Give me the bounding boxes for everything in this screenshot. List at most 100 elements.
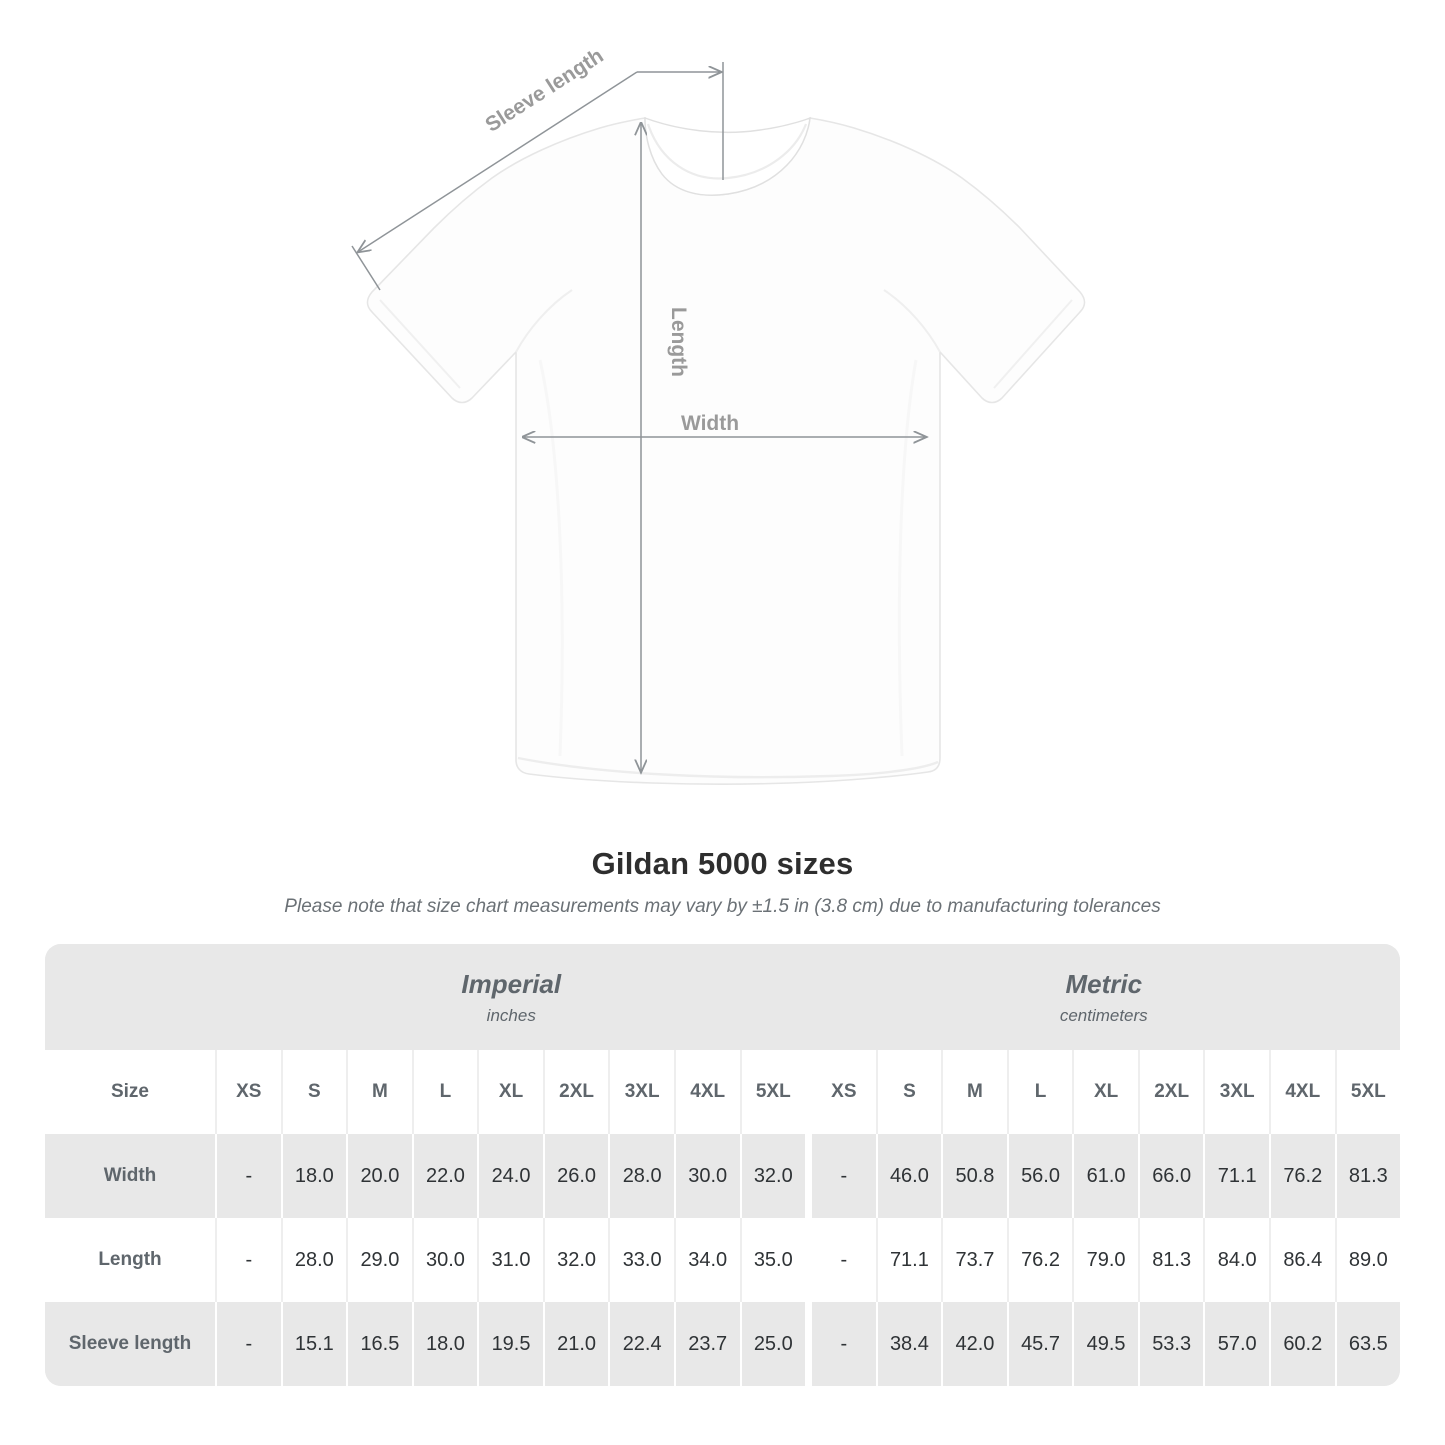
size-chart-table: Imperial inches Metric centimeters Size … (45, 944, 1400, 1386)
cell-sleeve-metric-xs: - (805, 1302, 876, 1386)
cell-sleeve-metric-s: 38.4 (875, 1302, 942, 1386)
size-header-imperial-l: L (411, 1050, 478, 1134)
cell-length-imperial-3xl: 33.0 (608, 1218, 674, 1302)
cell-sleeve-metric-3xl: 57.0 (1203, 1302, 1269, 1386)
unit-section-name: Metric (1065, 968, 1143, 999)
cell-width-imperial-5xl: 32.0 (739, 1134, 806, 1218)
cell-length-metric-l: 76.2 (1006, 1218, 1073, 1302)
cell-length-metric-xl: 79.0 (1072, 1218, 1138, 1302)
size-header-imperial-3xl: 3XL (608, 1050, 674, 1134)
cell-length-imperial-xl: 31.0 (477, 1218, 543, 1302)
cell-sleeve-metric-xl: 49.5 (1072, 1302, 1138, 1386)
table-corner-label: Size (110, 1081, 150, 1102)
tshirt-fabric-fold-left (538, 359, 564, 757)
tshirt-body (366, 117, 1086, 785)
sleeve-length-arrow (358, 71, 638, 252)
unit-header-row: Imperial inches Metric centimeters (45, 944, 1400, 1050)
cell-length-metric-xs: - (805, 1218, 876, 1302)
cell-sleeve-imperial-3xl: 22.4 (608, 1302, 674, 1386)
cell-width-metric-xs: - (805, 1134, 876, 1218)
cell-length-imperial-2xl: 32.0 (542, 1218, 609, 1302)
unit-section-name: Imperial (461, 968, 562, 999)
width-dimension: Width (524, 412, 926, 437)
cell-sleeve-metric-m: 42.0 (941, 1302, 1007, 1386)
sleeve-length-label: Sleeve length (481, 44, 607, 137)
cell-sleeve-imperial-2xl: 21.0 (542, 1302, 609, 1386)
cell-length-imperial-l: 30.0 (411, 1218, 478, 1302)
tshirt-illustration (366, 116, 1086, 785)
size-header-imperial-xs: XS (215, 1050, 281, 1134)
cell-sleeve-imperial-4xl: 23.7 (673, 1302, 740, 1386)
cell-sleeve-imperial-l: 18.0 (411, 1302, 478, 1386)
cell-width-metric-s: 46.0 (875, 1134, 942, 1218)
size-header-metric-xs: XS (805, 1050, 876, 1134)
tshirt-collar-seam (646, 123, 808, 180)
cell-sleeve-metric-2xl: 53.3 (1137, 1302, 1204, 1386)
table-row: Sleeve length - 15.1 16.5 18.0 19.5 21.0… (45, 1302, 1400, 1386)
tshirt-right-sleeve-hem (993, 299, 1073, 389)
tshirt-left-sleeve-seam (515, 289, 573, 353)
cell-length-imperial-xs: - (215, 1218, 281, 1302)
cell-length-imperial-s: 28.0 (280, 1218, 347, 1302)
size-header-row: Size XS S M L XL 2XL 3XL 4XL 5XL XS S M … (45, 1050, 1400, 1134)
row-label-width: Width (103, 1165, 157, 1186)
cell-sleeve-imperial-s: 15.1 (280, 1302, 347, 1386)
size-header-imperial-m: M (346, 1050, 412, 1134)
cell-width-metric-m: 50.8 (941, 1134, 1007, 1218)
cell-length-metric-4xl: 86.4 (1269, 1218, 1335, 1302)
cell-width-imperial-s: 18.0 (280, 1134, 347, 1218)
cell-length-imperial-5xl: 35.0 (739, 1218, 806, 1302)
cell-length-metric-s: 71.1 (875, 1218, 942, 1302)
cell-sleeve-imperial-5xl: 25.0 (739, 1302, 806, 1386)
size-header-imperial-2xl: 2XL (542, 1050, 609, 1134)
tshirt-right-sleeve-seam (883, 289, 941, 353)
cell-sleeve-imperial-xs: - (215, 1302, 281, 1386)
length-label: Length (667, 307, 690, 377)
tshirt-collar (644, 116, 811, 196)
table-row: Width - 18.0 20.0 22.0 24.0 26.0 28.0 30… (45, 1134, 1400, 1218)
size-header-metric-s: S (875, 1050, 942, 1134)
width-label: Width (681, 412, 739, 435)
unit-section-sub: inches (486, 1005, 536, 1025)
tshirt-measurement-diagram: Sleeve length Length Width (351, 44, 1086, 785)
size-header-metric-xl: XL (1072, 1050, 1138, 1134)
tshirt-left-sleeve-hem (379, 299, 461, 389)
cell-width-metric-2xl: 66.0 (1137, 1134, 1204, 1218)
cell-sleeve-metric-l: 45.7 (1006, 1302, 1073, 1386)
cell-width-imperial-4xl: 30.0 (673, 1134, 740, 1218)
cell-width-metric-l: 56.0 (1006, 1134, 1073, 1218)
cell-width-imperial-m: 20.0 (346, 1134, 412, 1218)
row-label-length: Length (98, 1249, 162, 1270)
cell-width-imperial-2xl: 26.0 (542, 1134, 609, 1218)
chart-subtitle: Please note that size chart measurements… (284, 896, 1161, 917)
size-header-metric-m: M (941, 1050, 1007, 1134)
size-header-metric-2xl: 2XL (1137, 1050, 1204, 1134)
cell-width-metric-3xl: 71.1 (1203, 1134, 1269, 1218)
cell-sleeve-metric-5xl: 63.5 (1334, 1302, 1400, 1386)
cell-width-imperial-xl: 24.0 (477, 1134, 543, 1218)
tshirt-fabric-fold-right (897, 359, 918, 757)
size-header-imperial-5xl: 5XL (739, 1050, 806, 1134)
cell-length-metric-3xl: 84.0 (1203, 1218, 1269, 1302)
cell-length-imperial-m: 29.0 (346, 1218, 412, 1302)
size-header-metric-5xl: 5XL (1334, 1050, 1400, 1134)
unit-section-sub: centimeters (1059, 1005, 1148, 1025)
row-label-sleeve-length: Sleeve length (68, 1333, 192, 1354)
cell-length-metric-m: 73.7 (941, 1218, 1007, 1302)
sleeve-length-end-tick (351, 245, 381, 291)
cell-width-imperial-xs: - (215, 1134, 281, 1218)
size-header-metric-l: L (1006, 1050, 1073, 1134)
cell-width-metric-5xl: 81.3 (1334, 1134, 1400, 1218)
size-header-imperial-s: S (280, 1050, 347, 1134)
cell-sleeve-imperial-m: 16.5 (346, 1302, 412, 1386)
cell-width-metric-4xl: 76.2 (1269, 1134, 1335, 1218)
length-dimension: Length (641, 124, 690, 772)
cell-width-metric-xl: 61.0 (1072, 1134, 1138, 1218)
tshirt-bottom-hem (517, 756, 939, 779)
size-header-metric-3xl: 3XL (1203, 1050, 1269, 1134)
cell-length-imperial-4xl: 34.0 (673, 1218, 740, 1302)
cell-sleeve-imperial-xl: 19.5 (477, 1302, 543, 1386)
size-header-metric-4xl: 4XL (1269, 1050, 1335, 1134)
table-row: Length - 28.0 29.0 30.0 31.0 32.0 33.0 3… (45, 1218, 1400, 1302)
